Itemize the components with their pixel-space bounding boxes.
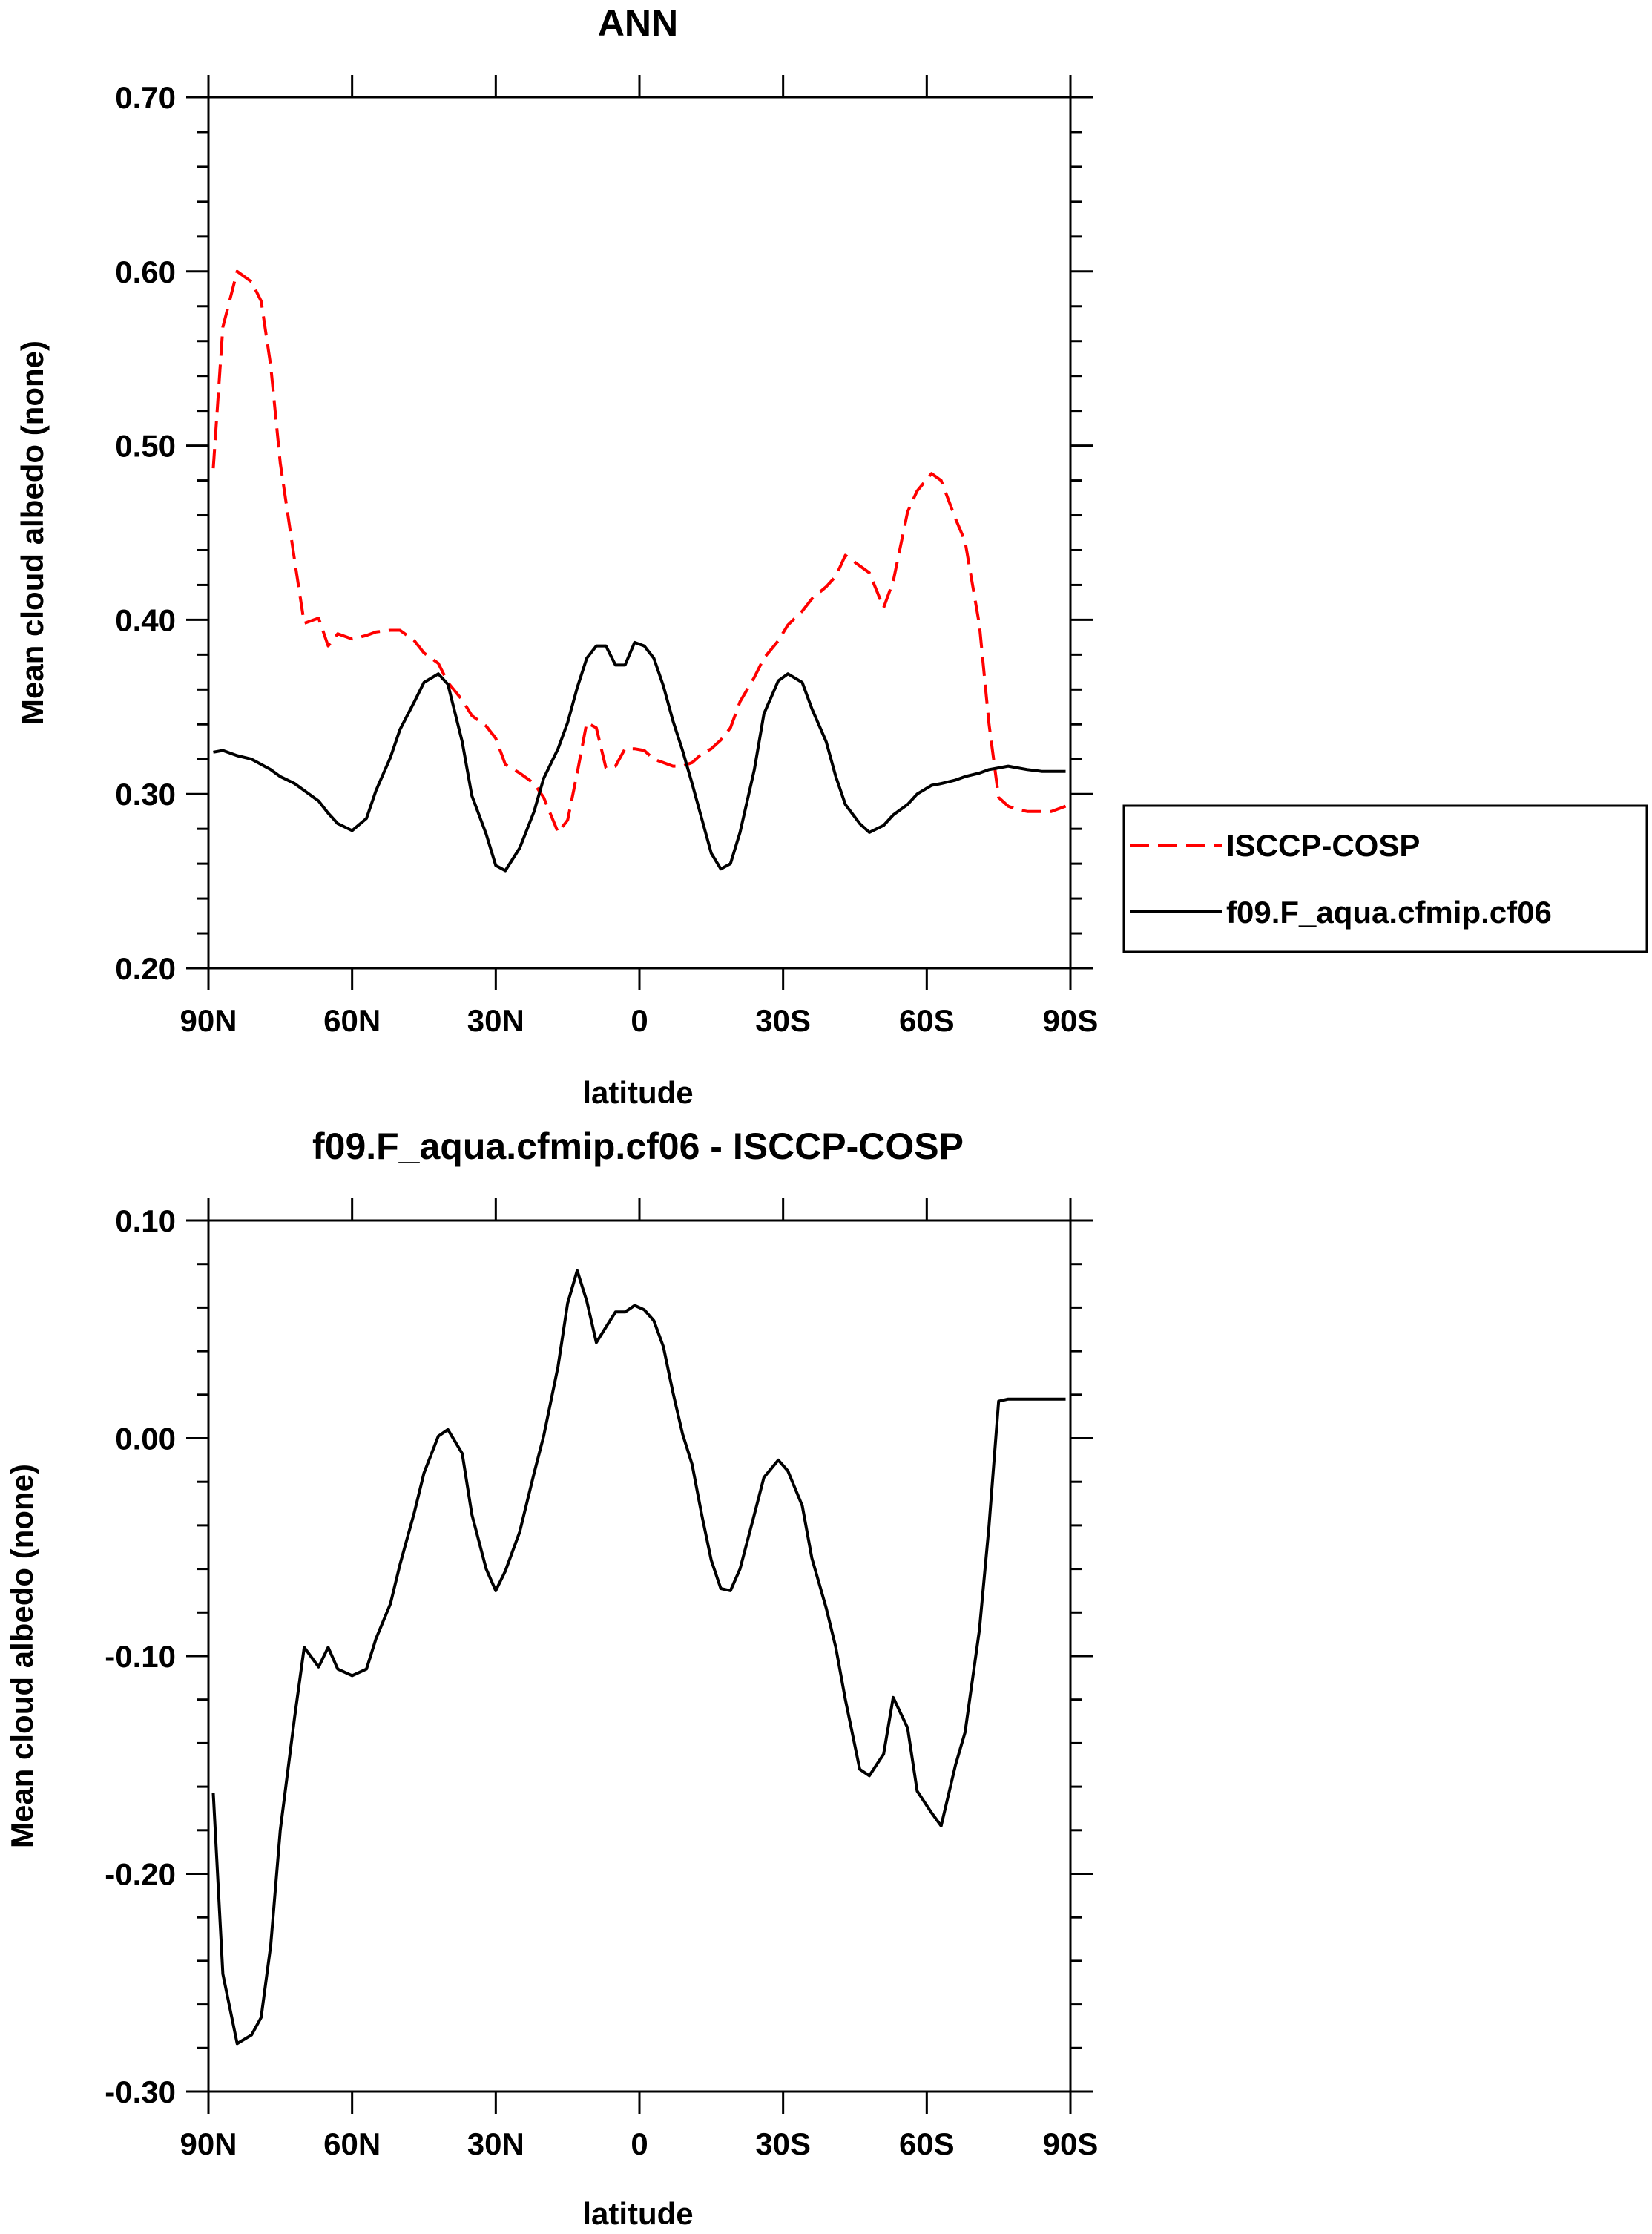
bottom-x-tick-label: 90N xyxy=(180,2126,237,2161)
legend-label-isccp: ISCCP-COSP xyxy=(1226,828,1420,863)
top-series-layer xyxy=(211,269,1067,873)
bottom-series-line-0 xyxy=(211,1269,1066,2046)
top-x-axis-label: latitude xyxy=(582,1075,693,1110)
legend-label-model: f09.F_aqua.cfmip.cf06 xyxy=(1226,895,1552,930)
top-plot-frame xyxy=(207,96,1072,970)
top-y-tick-label: 0.70 xyxy=(115,80,176,115)
bottom-x-tick-label: 60N xyxy=(323,2126,381,2161)
bottom-x-tick-label: 90S xyxy=(1043,2126,1099,2161)
top-x-tick-label: 30S xyxy=(755,1003,811,1038)
top-series-line-0 xyxy=(211,269,1067,834)
bottom-x-axis-label: latitude xyxy=(582,2196,693,2231)
top-y-tick-label: 0.60 xyxy=(115,254,176,289)
top-x-tick-label: 90S xyxy=(1043,1003,1099,1038)
bottom-x-tick-label: 30S xyxy=(755,2126,811,2161)
bottom-series-layer xyxy=(211,1269,1066,2046)
bottom-x-tick-label: 30N xyxy=(467,2126,524,2161)
bottom-x-tick-label: 0 xyxy=(631,2126,648,2161)
top-y-tick-label: 0.50 xyxy=(115,429,176,464)
top-x-tick-label: 0 xyxy=(631,1003,648,1038)
bottom-y-tick-label: -0.20 xyxy=(105,1857,176,1892)
top-x-tick-label: 90N xyxy=(180,1003,237,1038)
top-x-tick-label: 30N xyxy=(467,1003,524,1038)
top-y-axis-label: Mean cloud albedo (none) xyxy=(15,341,50,725)
legend-box xyxy=(1122,804,1648,953)
top-chart-title: ANN xyxy=(598,2,678,44)
panel-top: ANN 0.20 0.30 0.40 0.50 0.60 0.70 90N 60N 30N 0 30… xyxy=(15,2,1648,1110)
panel-bottom: f09.F_aqua.cfmip.cf06 - ISCCP-COSP -0.30… xyxy=(4,1126,1098,2231)
bottom-y-tick-label: 0.00 xyxy=(115,1422,176,1456)
top-x-tick-label: 60N xyxy=(323,1003,381,1038)
bottom-y-tick-label: -0.10 xyxy=(105,1639,176,1674)
top-series-line-1 xyxy=(213,640,1066,873)
top-x-tick-label: 60S xyxy=(899,1003,955,1038)
bottom-chart-title: f09.F_aqua.cfmip.cf06 - ISCCP-COSP xyxy=(312,1126,964,1167)
bottom-x-tick-label: 60S xyxy=(899,2126,955,2161)
bottom-y-axis-label: Mean cloud albedo (none) xyxy=(4,1464,39,1848)
bottom-plot-frame xyxy=(207,1219,1072,2093)
top-y-tick-label: 0.40 xyxy=(115,602,176,637)
top-y-tick-label: 0.20 xyxy=(115,951,176,986)
top-ticks: 0.20 0.30 0.40 0.50 0.60 0.70 90N 60N 30N 0 30S 60S… xyxy=(115,75,1098,1038)
top-y-tick-label: 0.30 xyxy=(115,777,176,812)
bottom-y-tick-label: 0.10 xyxy=(115,1203,176,1238)
bottom-y-tick-label: -0.30 xyxy=(105,2074,176,2109)
bottom-ticks: -0.30 -0.20 -0.10 0.00 0.10 90N 60N 30N 0 30S 60S 9… xyxy=(105,1198,1098,2161)
legend: ISCCP-COSP f09.F_aqua.cfmip.cf06 xyxy=(1122,804,1648,953)
